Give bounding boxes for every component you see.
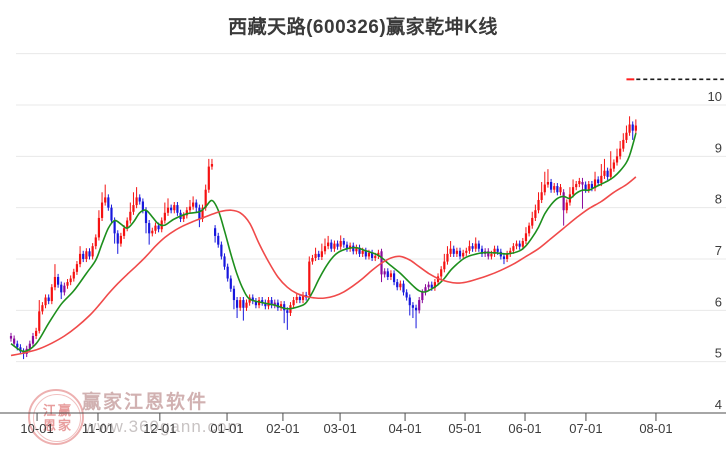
svg-text:04-01: 04-01 bbox=[388, 421, 421, 436]
seal-char: 恩 bbox=[42, 418, 56, 433]
svg-text:08-01: 08-01 bbox=[639, 421, 672, 436]
svg-text:03-01: 03-01 bbox=[323, 421, 356, 436]
candles-layer bbox=[9, 116, 637, 360]
svg-text:4: 4 bbox=[715, 397, 722, 412]
svg-text:9: 9 bbox=[715, 140, 722, 155]
svg-text:7: 7 bbox=[715, 243, 722, 258]
svg-text:5: 5 bbox=[715, 346, 722, 361]
seal-characters: 江 赢 恩 家 bbox=[42, 403, 72, 433]
seal-char: 赢 bbox=[57, 403, 71, 418]
svg-text:10-01: 10-01 bbox=[20, 421, 53, 436]
svg-text:06-01: 06-01 bbox=[508, 421, 541, 436]
seal-ring: 江 赢 恩 家 bbox=[33, 394, 81, 442]
seal-char: 家 bbox=[57, 418, 71, 433]
long_ma-line bbox=[10, 176, 637, 357]
seal-logo: 江 赢 恩 家 bbox=[28, 389, 84, 445]
short_ma-line bbox=[10, 132, 637, 353]
watermark-brand-text: 赢家江恩软件 bbox=[82, 392, 209, 413]
grid-layer bbox=[0, 53, 726, 414]
x-axis-labels: 10-01 11-01 12-01 01-01 02-01 03-01 04-01 05-01… bbox=[20, 413, 673, 436]
svg-text:02-01: 02-01 bbox=[266, 421, 299, 436]
svg-text:11-01: 11-01 bbox=[82, 421, 114, 436]
chart-title: 西藏天路(600326)赢家乾坤K线 bbox=[228, 17, 498, 38]
svg-text:10: 10 bbox=[708, 89, 722, 104]
svg-text:05-01: 05-01 bbox=[448, 421, 481, 436]
svg-text:8: 8 bbox=[715, 192, 722, 207]
watermark-url-text: www.360gann.com bbox=[84, 417, 243, 436]
svg-text:12-01: 12-01 bbox=[143, 421, 176, 436]
svg-text:01-01: 01-01 bbox=[210, 421, 243, 436]
svg-text:07-01: 07-01 bbox=[569, 421, 602, 436]
y-axis-labels: 10 9 8 7 6 5 4 bbox=[708, 89, 722, 412]
svg-text:6: 6 bbox=[715, 294, 722, 309]
seal-char: 江 bbox=[42, 403, 56, 418]
